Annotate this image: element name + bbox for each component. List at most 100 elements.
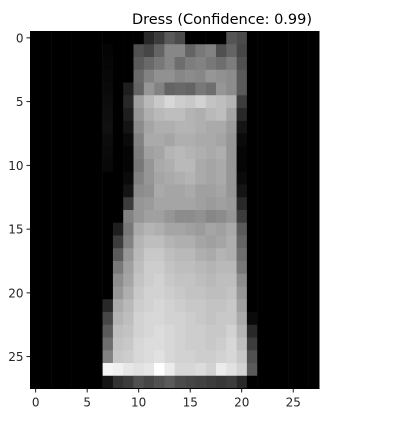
heatmap-cell [236, 108, 248, 121]
heatmap-cell [174, 82, 186, 96]
heatmap-cell [257, 171, 268, 185]
heatmap-cell [195, 120, 206, 134]
heatmap-cell [102, 120, 114, 134]
heatmap-cell [246, 375, 258, 389]
heatmap-cell [143, 133, 155, 147]
heatmap-cell [267, 44, 279, 58]
heatmap-cell [112, 159, 124, 172]
heatmap-cell [92, 363, 103, 376]
heatmap-cell [133, 273, 145, 287]
heatmap-cell [51, 82, 62, 96]
heatmap-cell [102, 69, 114, 83]
heatmap-cell [236, 324, 248, 338]
heatmap-cell [267, 210, 279, 223]
heatmap-cell [112, 363, 124, 376]
heatmap-cell [92, 248, 103, 262]
heatmap-cell [215, 120, 227, 134]
heatmap-cell [308, 31, 320, 45]
heatmap-cell [92, 235, 103, 249]
heatmap-cell [102, 261, 114, 274]
heatmap-cell [61, 248, 72, 262]
heatmap-cell [30, 133, 42, 147]
heatmap-cell [226, 337, 237, 351]
heatmap-cell [112, 44, 124, 58]
heatmap-cell [61, 120, 72, 134]
heatmap-cell [123, 222, 134, 236]
heatmap-cell [246, 171, 258, 185]
heatmap-cell [226, 159, 237, 172]
heatmap-cell [71, 146, 83, 160]
heatmap-cell [174, 31, 186, 45]
heatmap-cell [164, 363, 175, 376]
heatmap-cell [154, 197, 165, 211]
heatmap-cell [71, 159, 83, 172]
heatmap-cell [308, 159, 320, 172]
heatmap-cell [236, 146, 248, 160]
heatmap-cell [51, 57, 62, 70]
heatmap-cell [185, 312, 196, 325]
heatmap-cell [277, 197, 289, 211]
heatmap-cell [30, 197, 42, 211]
heatmap-cell [154, 235, 165, 249]
heatmap-cell [154, 363, 165, 376]
heatmap-cell [246, 108, 258, 121]
heatmap-cell [277, 120, 289, 134]
heatmap-cell [298, 312, 309, 325]
heatmap-cell [298, 108, 309, 121]
heatmap-cell [267, 299, 279, 313]
heatmap-cell [308, 44, 320, 58]
heatmap-cell [61, 312, 72, 325]
heatmap-cell [92, 299, 103, 313]
heatmap-cell [195, 337, 206, 351]
heatmap-cell [112, 210, 124, 223]
heatmap-cell [185, 197, 196, 211]
heatmap-cell [143, 222, 155, 236]
heatmap-cell [267, 337, 279, 351]
heatmap-cell [71, 197, 83, 211]
heatmap-cell [267, 324, 279, 338]
heatmap-cell [308, 375, 320, 389]
heatmap-cell [61, 375, 72, 389]
heatmap-cell [164, 69, 175, 83]
heatmap-cell [133, 44, 145, 58]
heatmap-cell [164, 312, 175, 325]
heatmap-cell [40, 261, 52, 274]
heatmap-cell [236, 159, 248, 172]
heatmap-cell [30, 299, 42, 313]
heatmap-cell [71, 69, 83, 83]
heatmap-cell [226, 108, 237, 121]
heatmap-cell [236, 235, 248, 249]
heatmap-cell [61, 108, 72, 121]
heatmap-cell [143, 375, 155, 389]
heatmap-cell [71, 363, 83, 376]
heatmap-cell [277, 312, 289, 325]
heatmap-cell [61, 286, 72, 300]
heatmap-cell [143, 286, 155, 300]
heatmap-cell [246, 95, 258, 109]
heatmap-cell [164, 171, 175, 185]
heatmap-cell [92, 286, 103, 300]
heatmap-cell [205, 235, 217, 249]
heatmap-cell [257, 312, 268, 325]
heatmap-cell [174, 69, 186, 83]
heatmap-cell [288, 146, 299, 160]
heatmap-cell [82, 184, 93, 198]
heatmap-cell [154, 375, 165, 389]
heatmap-cell [195, 210, 206, 223]
heatmap-cell [112, 82, 124, 96]
heatmap-cell [92, 171, 103, 185]
heatmap-cell [133, 286, 145, 300]
heatmap-cell [82, 108, 93, 121]
heatmap-cell [61, 146, 72, 160]
heatmap-cell [267, 57, 279, 70]
heatmap-cell [185, 324, 196, 338]
heatmap-cell [112, 286, 124, 300]
heatmap-cell [185, 159, 196, 172]
heatmap-cell [236, 337, 248, 351]
heatmap-cell [308, 184, 320, 198]
heatmap-cell [40, 312, 52, 325]
heatmap-cell [185, 82, 196, 96]
heatmap-cell [164, 197, 175, 211]
heatmap-cell [267, 375, 279, 389]
heatmap-cell [102, 44, 114, 58]
